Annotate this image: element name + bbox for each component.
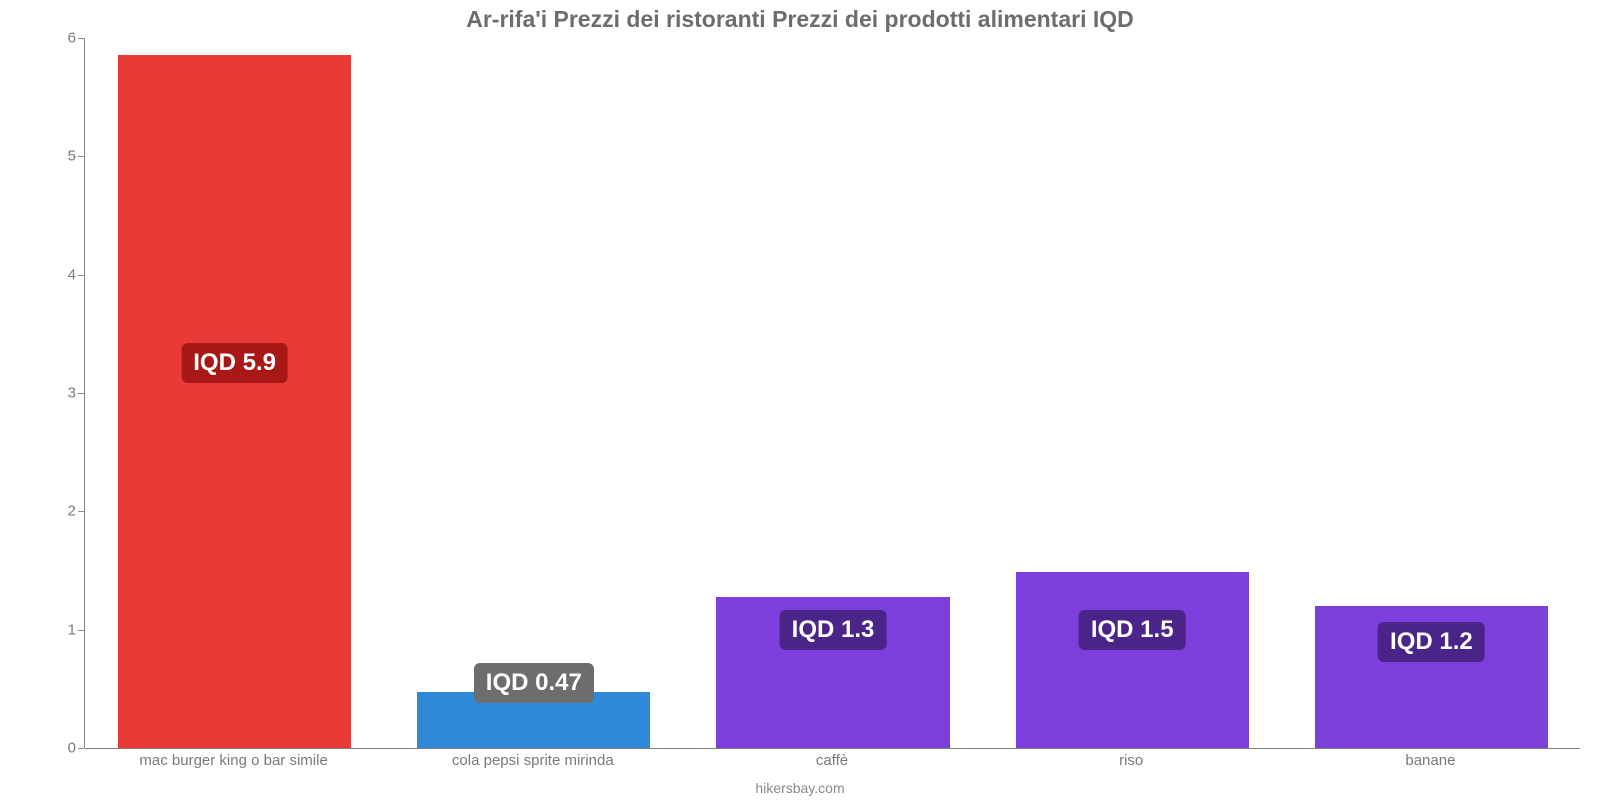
y-axis: 0123456 bbox=[50, 38, 80, 748]
bar bbox=[1016, 572, 1249, 748]
y-tick-label: 4 bbox=[68, 266, 76, 283]
x-tick-label: mac burger king o bar simile bbox=[139, 752, 327, 769]
chart-footer: hikersbay.com bbox=[0, 780, 1600, 796]
chart-area: 0123456 IQD 5.9IQD 0.47IQD 1.3IQD 1.5IQD… bbox=[50, 38, 1580, 748]
bar-value-label: IQD 1.5 bbox=[1079, 610, 1186, 650]
bar-value-label: IQD 5.9 bbox=[181, 343, 288, 383]
plot-area: IQD 5.9 IQD 0.47 IQD 1.3 IQD 1.5 IQD 1.2 bbox=[84, 38, 1580, 748]
bar-value-label: IQD 1.2 bbox=[1378, 622, 1485, 662]
y-tick-label: 6 bbox=[68, 30, 76, 47]
x-axis-baseline bbox=[85, 748, 1580, 749]
y-tick-label: 0 bbox=[68, 740, 76, 757]
bar-value-label: IQD 1.3 bbox=[780, 610, 887, 650]
chart-title: Ar-rifa'i Prezzi dei ristoranti Prezzi d… bbox=[0, 0, 1600, 33]
y-tick-label: 2 bbox=[68, 503, 76, 520]
bar-value-label: IQD 0.47 bbox=[474, 663, 594, 703]
y-tick-label: 3 bbox=[68, 385, 76, 402]
x-tick-label: caffè bbox=[816, 752, 848, 769]
y-tick-label: 5 bbox=[68, 148, 76, 165]
y-tick-mark bbox=[78, 748, 84, 749]
x-tick-label: cola pepsi sprite mirinda bbox=[452, 752, 614, 769]
x-tick-label: riso bbox=[1119, 752, 1143, 769]
y-tick-label: 1 bbox=[68, 621, 76, 638]
bar bbox=[118, 55, 351, 748]
x-axis-labels: mac burger king o bar simile cola pepsi s… bbox=[84, 752, 1580, 772]
x-tick-label: banane bbox=[1405, 752, 1455, 769]
